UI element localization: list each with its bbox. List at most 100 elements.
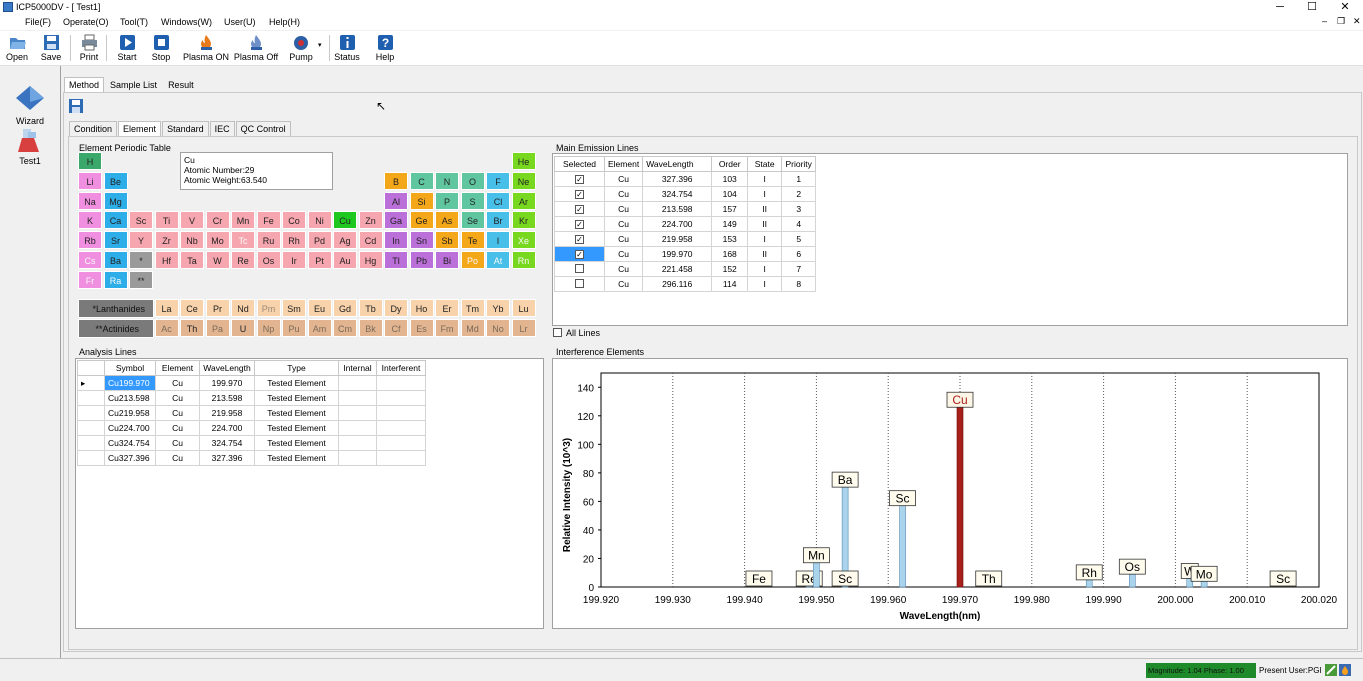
symbol-cell[interactable]: Cu213.598 — [104, 390, 156, 406]
element-cell-Y[interactable]: Y — [129, 231, 153, 250]
symbol-cell[interactable]: Cu324.754 — [104, 435, 156, 451]
element-cell-Os[interactable]: Os — [256, 251, 281, 269]
element-cell-H[interactable]: H — [78, 152, 102, 170]
type-cell[interactable]: Tested Element — [254, 450, 339, 466]
element-cell-Rn[interactable]: Rn — [511, 251, 536, 269]
tab-iec[interactable]: IEC — [209, 121, 235, 136]
element-cell-Sr[interactable]: Sr — [103, 231, 128, 250]
col-priority[interactable]: Priority — [781, 156, 817, 172]
interferent-cell[interactable] — [376, 435, 426, 451]
element-cell-starstar[interactable]: ** — [129, 270, 153, 289]
emission-row[interactable]: ✓ Cu 213.598 157 II 3 — [554, 201, 817, 217]
start-button[interactable]: Start — [115, 34, 139, 64]
analysis-row[interactable]: Cu324.754 Cu 324.754 Tested Element — [77, 435, 426, 451]
internal-cell[interactable] — [338, 375, 377, 391]
element-cell-Eu[interactable]: Eu — [307, 299, 332, 317]
selected-checkbox[interactable]: ✓ — [575, 220, 584, 229]
element-cell-Sn[interactable]: Sn — [409, 231, 434, 250]
element-cell-Zr[interactable]: Zr — [154, 231, 179, 250]
element-cell-Ni[interactable]: Ni — [307, 211, 332, 230]
element-cell-La[interactable]: La — [154, 299, 179, 317]
interferent-cell[interactable] — [376, 420, 426, 436]
element-cell-Re[interactable]: Re — [231, 251, 255, 269]
pump-dropdown-icon[interactable]: ▾ — [318, 42, 322, 49]
tab-qc-control[interactable]: QC Control — [235, 121, 291, 136]
tab-standard[interactable]: Standard — [162, 121, 209, 136]
type-cell[interactable]: Tested Element — [254, 375, 339, 391]
emission-row[interactable]: ✓ Cu 199.970 168 II 6 — [554, 246, 817, 262]
element-cell-Ra[interactable]: Ra — [103, 270, 128, 289]
menu-tool[interactable]: Tool(T) — [120, 17, 149, 27]
stop-button[interactable]: Stop — [149, 34, 173, 64]
element-cell-Tc[interactable]: Tc — [231, 231, 255, 250]
element-cell-Ge[interactable]: Ge — [409, 211, 434, 230]
element-cell-Cu[interactable]: Cu — [333, 211, 357, 230]
element-cell-Fr[interactable]: Fr — [78, 270, 102, 289]
element-cell-Xe[interactable]: Xe — [511, 231, 536, 250]
type-cell[interactable]: Tested Element — [254, 390, 339, 406]
element-cell-Cm[interactable]: Cm — [333, 319, 357, 337]
element-cell-Kr[interactable]: Kr — [511, 211, 536, 230]
spectral-bar-Mn[interactable] — [813, 562, 820, 588]
element-cell-Au[interactable]: Au — [333, 251, 357, 269]
element-cell-Ba[interactable]: Ba — [103, 251, 128, 269]
mdi-restore-button[interactable]: ❐ — [1337, 16, 1346, 26]
close-button[interactable]: ✕ — [1340, 1, 1350, 13]
element-cell-Pb[interactable]: Pb — [409, 251, 434, 269]
element-cell-Cr[interactable]: Cr — [205, 211, 230, 230]
element-cell-Ir[interactable]: Ir — [282, 251, 306, 269]
selected-checkbox[interactable]: ✓ — [575, 235, 584, 244]
element-cell-Bk[interactable]: Bk — [358, 319, 383, 337]
spectral-bar-Os[interactable] — [1129, 573, 1136, 588]
element-cell-W[interactable]: W — [205, 251, 230, 269]
save-button[interactable]: Save — [38, 34, 64, 64]
element-cell-Es[interactable]: Es — [409, 319, 434, 337]
symbol-cell[interactable]: Cu199.970 — [104, 375, 156, 391]
selected-cell[interactable]: ✓ — [554, 246, 605, 262]
selected-checkbox[interactable]: ✓ — [575, 190, 584, 199]
element-cell-Ti[interactable]: Ti — [154, 211, 179, 230]
element-cell-Hf[interactable]: Hf — [154, 251, 179, 269]
element-cell-Rh[interactable]: Rh — [282, 231, 306, 250]
element-cell-Pa[interactable]: Pa — [205, 319, 230, 337]
element-cell-S[interactable]: S — [460, 191, 485, 210]
element-cell-Pd[interactable]: Pd — [307, 231, 332, 250]
row-header-cell[interactable]: ▸ — [77, 375, 105, 391]
element-cell-Fe[interactable]: Fe — [256, 211, 281, 230]
menu-operate[interactable]: Operate(O) — [63, 17, 109, 27]
element-cell-Dy[interactable]: Dy — [384, 299, 408, 317]
element-cell-K[interactable]: K — [78, 211, 102, 230]
element-cell-N[interactable]: N — [435, 171, 459, 190]
spectral-bar-Rh[interactable] — [1085, 579, 1093, 588]
pump-button[interactable]: Pump — [286, 34, 316, 64]
element-cell-Al[interactable]: Al — [384, 191, 408, 210]
tab-sample-list[interactable]: Sample List — [110, 80, 158, 90]
type-cell[interactable]: Tested Element — [254, 420, 339, 436]
selected-cell[interactable]: ✓ — [554, 216, 605, 232]
element-cell-Er[interactable]: Er — [435, 299, 459, 317]
element-cell-Ar[interactable]: Ar — [511, 191, 536, 210]
open-button[interactable]: Open — [4, 34, 30, 64]
col-selected[interactable]: Selected — [554, 156, 605, 172]
element-cell-Po[interactable]: Po — [460, 251, 485, 269]
element-cell-Fm[interactable]: Fm — [435, 319, 459, 337]
element-cell-Mg[interactable]: Mg — [103, 191, 128, 210]
element-cell-Ce[interactable]: Ce — [180, 299, 204, 317]
element-cell-Se[interactable]: Se — [460, 211, 485, 230]
selected-checkbox[interactable]: ✓ — [575, 205, 584, 214]
element-cell-Br[interactable]: Br — [486, 211, 510, 230]
element-cell-Cd[interactable]: Cd — [358, 231, 383, 250]
help-button[interactable]: ? Help — [374, 34, 396, 64]
tab-element[interactable]: Element — [118, 121, 162, 136]
element-cell-Hg[interactable]: Hg — [358, 251, 383, 269]
element-cell-Ac[interactable]: Ac — [154, 319, 179, 337]
menu-windows[interactable]: Windows(W) — [161, 17, 212, 27]
element-cell-Mn[interactable]: Mn — [231, 211, 255, 230]
element-cell-Np[interactable]: Np — [256, 319, 281, 337]
symbol-cell[interactable]: Cu327.396 — [104, 450, 156, 466]
analysis-row[interactable]: Cu213.598 Cu 213.598 Tested Element — [77, 390, 426, 406]
selected-cell[interactable]: ✓ — [554, 231, 605, 247]
selected-checkbox[interactable]: ✓ — [575, 250, 584, 259]
row-header-cell[interactable] — [77, 405, 105, 421]
element-cell-Na[interactable]: Na — [78, 191, 102, 210]
